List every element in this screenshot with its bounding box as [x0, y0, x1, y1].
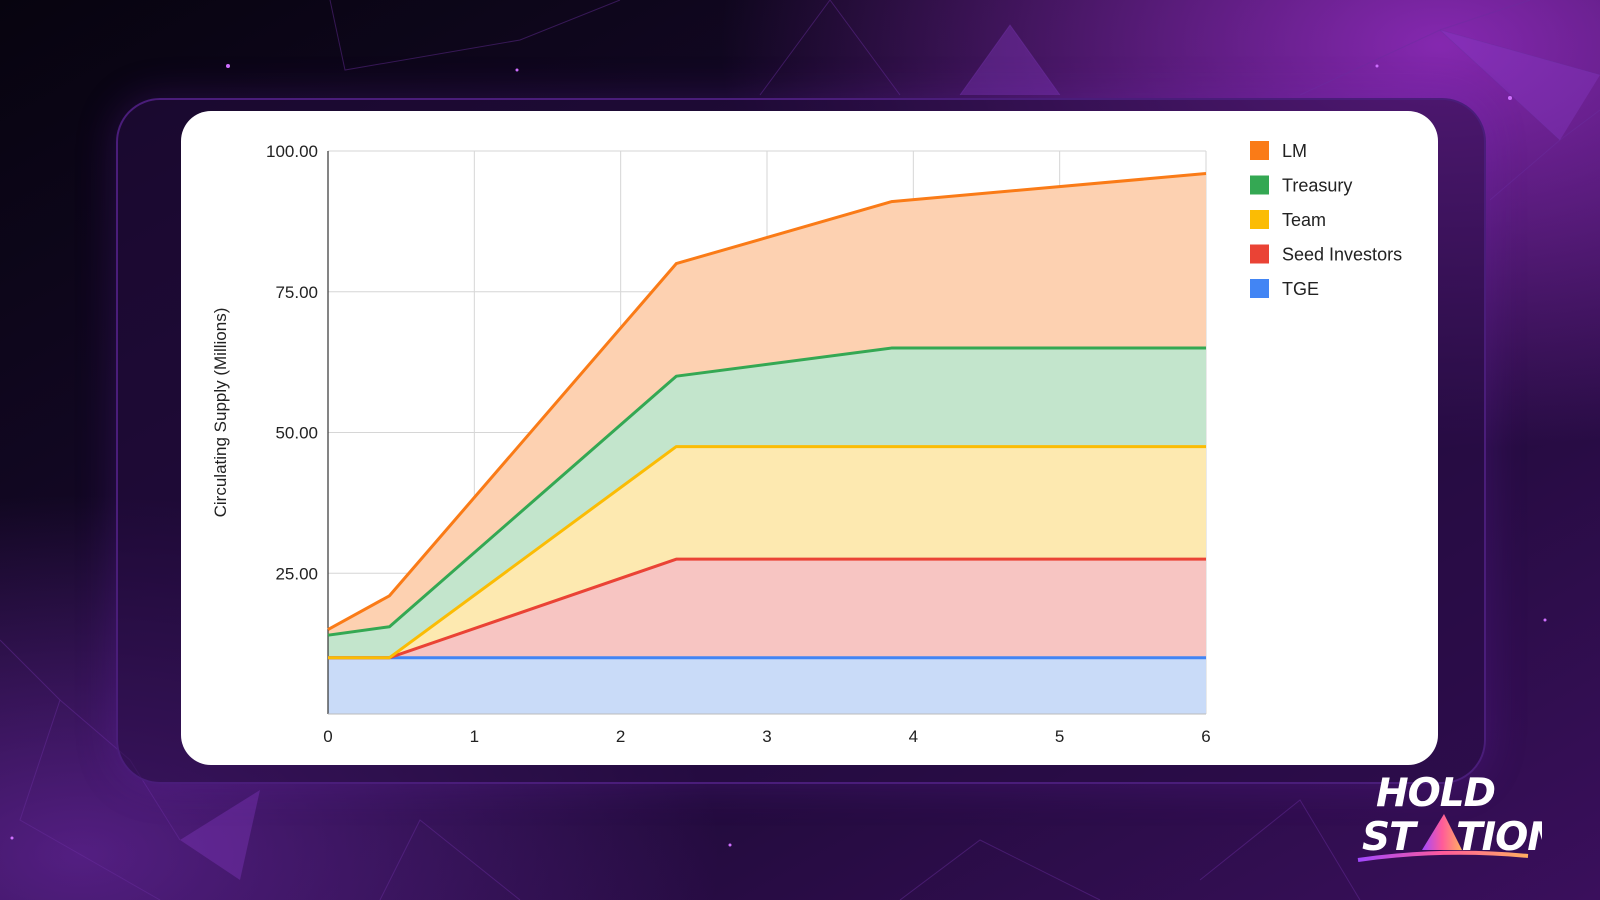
area-treasury	[328, 348, 1206, 658]
legend-swatch-lm	[1250, 141, 1269, 160]
legend-swatch-team	[1250, 210, 1269, 229]
y-tick-label: 25.00	[275, 564, 318, 583]
x-tick-label: 6	[1201, 727, 1210, 746]
x-tick-label: 3	[762, 727, 771, 746]
logo-underline-swoosh	[1357, 850, 1529, 862]
legend-label-treasury: Treasury	[1282, 176, 1352, 196]
area-team	[328, 446, 1206, 658]
area-seed-investors	[328, 559, 1206, 658]
legend-swatch-tge	[1250, 279, 1269, 298]
y-tick-label: 75.00	[275, 283, 318, 302]
legend-swatch-treasury	[1250, 175, 1269, 195]
y-axis-title: Circulating Supply (Millions)	[211, 308, 230, 518]
chart-card: 0 1 2 3 4 5 6 25.00 50.00 75.00 100.00 Circulating …	[181, 111, 1438, 765]
legend-swatch-seed-investors	[1250, 244, 1269, 264]
area-lm	[328, 173, 1206, 636]
line-treasury	[327, 346, 1206, 637]
y-tick-label: 50.00	[275, 424, 318, 443]
y-tick-label: 100.00	[266, 142, 318, 161]
area-tge	[328, 657, 1206, 714]
x-tick-label: 2	[616, 727, 625, 746]
logo-sail-mark	[1422, 814, 1462, 850]
x-tick-label: 5	[1055, 727, 1064, 746]
legend-label-tge: TGE	[1282, 279, 1319, 299]
stacked-area-chart: 0 1 2 3 4 5 6 25.00 50.00 75.00 100.00 Circulating …	[211, 141, 1402, 746]
x-tick-label: 0	[323, 727, 332, 746]
x-tick-label: 4	[909, 727, 918, 746]
legend-label-lm: LM	[1282, 141, 1307, 161]
line-lm	[327, 172, 1207, 631]
x-tick-label: 1	[470, 727, 479, 746]
legend-label-team: Team	[1282, 210, 1326, 230]
line-team	[328, 445, 1206, 660]
holdstation-logo: HOLD ST TION	[1357, 771, 1542, 862]
logo-line-1: HOLD	[1376, 771, 1495, 816]
legend-label-seed-investors: Seed Investors	[1282, 245, 1402, 265]
